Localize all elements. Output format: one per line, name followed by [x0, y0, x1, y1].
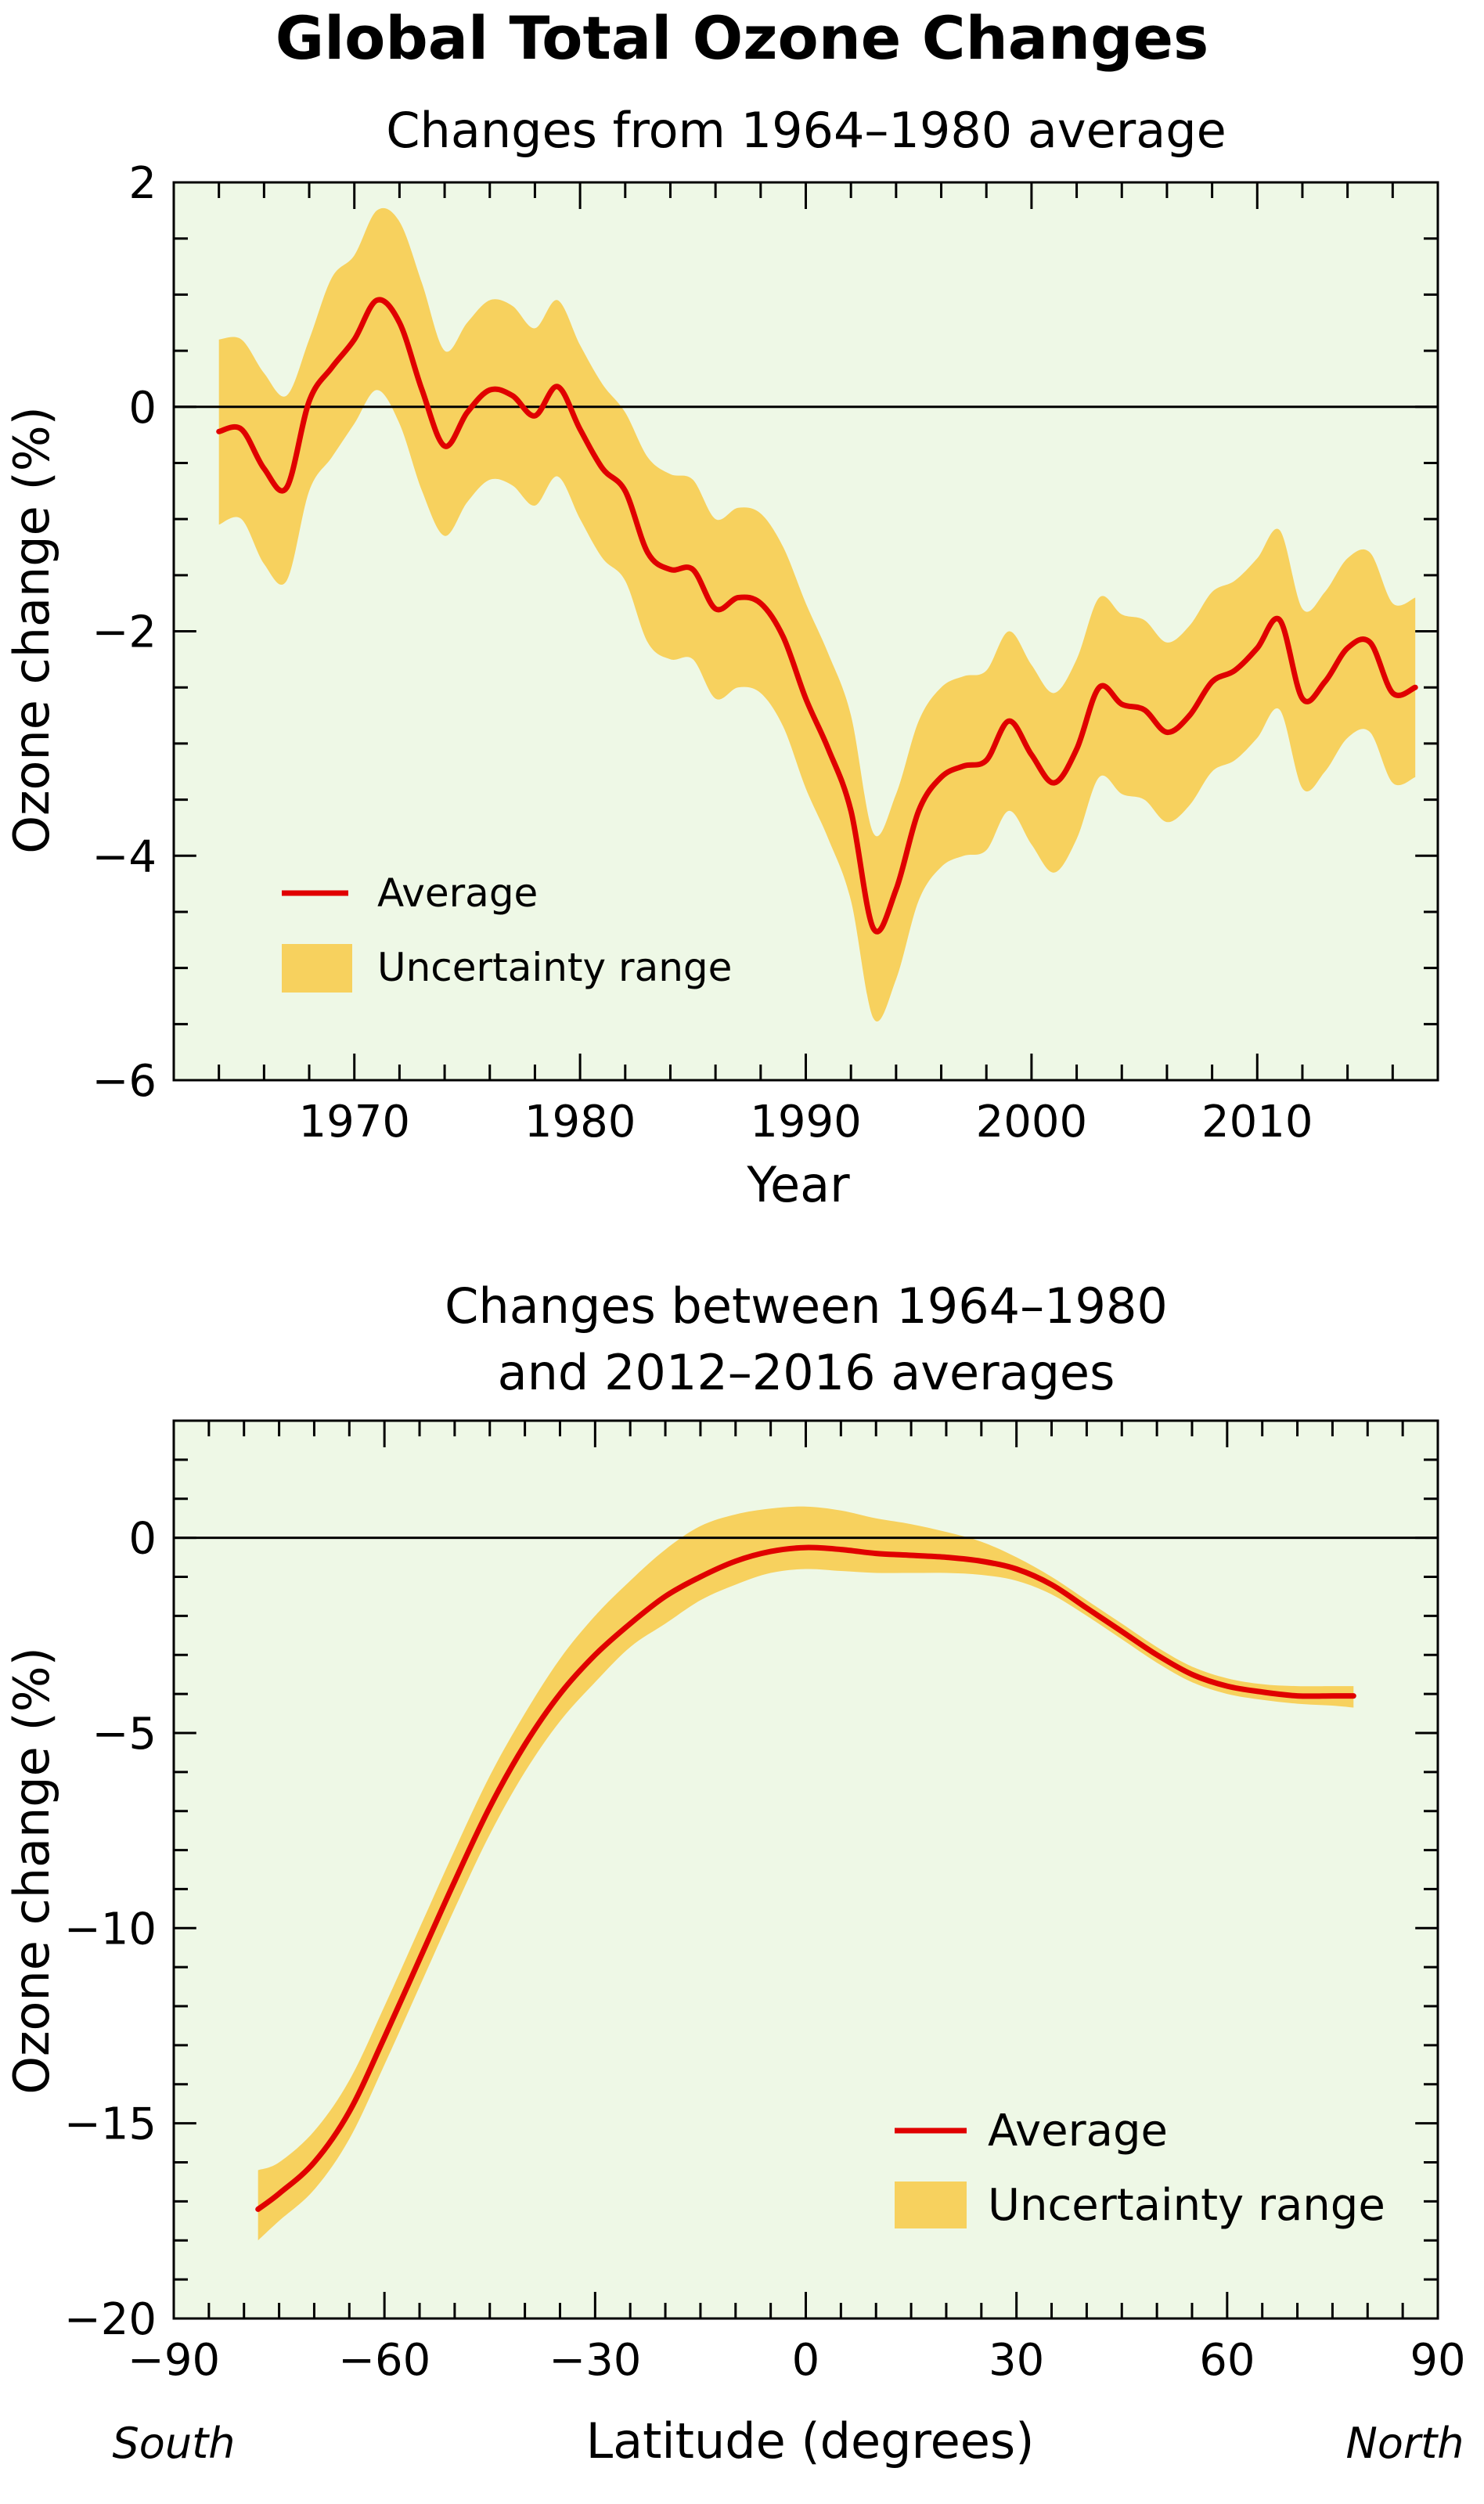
c1-xtick-label: 1990	[750, 1097, 862, 1148]
chart1-legend-average-label: Average	[377, 870, 538, 916]
c2-ytick-label: 0	[128, 1514, 157, 1565]
chart1-average-line	[216, 297, 1418, 935]
chart2-x-tick-labels: −90 −60 −30 0 30 60 90	[128, 2335, 1466, 2386]
c2-ytick-label: −20	[64, 2294, 157, 2345]
chart1-y-tick-labels: −6 −4 −2 0 2	[92, 158, 157, 1107]
c1-xtick-label: 1980	[524, 1097, 636, 1148]
chart1-legend-band-swatch	[282, 944, 352, 993]
chart-time-series: Changes from 1964–1980 average −6−4−202 …	[3, 102, 1439, 1213]
chart1-legend: Average Uncertainty range	[282, 870, 732, 993]
chart2-ticks	[172, 1419, 1439, 2320]
c2-xtick-label: 0	[792, 2335, 820, 2386]
c2-xtick-label: 30	[989, 2335, 1044, 2386]
c1-band-area	[218, 207, 1416, 1021]
chart2-plot-area	[172, 1419, 1439, 2320]
c1-ytick-label: 2	[128, 158, 157, 209]
chart2-legend-average-label: Average	[988, 2106, 1168, 2156]
chart1-x-tick-labels: 1970 1980 1990 2000 2010	[298, 1097, 1313, 1148]
chart-latitude-profile: Changes between 1964–1980 and 2012–2016 …	[3, 1277, 1466, 2470]
c2-average-path	[255, 1544, 1356, 2212]
c1-ytick-label: 0	[128, 383, 157, 434]
c2-xtick-label: 90	[1410, 2335, 1465, 2386]
chart1-uncertainty-band	[218, 207, 1416, 1021]
c1-average-path	[216, 297, 1418, 935]
chart2-subtitle-line2: and 2012–2016 averages	[498, 1344, 1115, 1401]
c2-xtick-label: −30	[549, 2335, 641, 2386]
c2-ytick-label: −10	[64, 1904, 157, 1955]
c2-xtick-label: 60	[1199, 2335, 1255, 2386]
chart2-y-axis-label: Ozone change (%)	[3, 1647, 60, 2095]
chart1-ticks	[172, 181, 1439, 1082]
chart2-y-tick-labels: −20 −15 −10 −5 0	[64, 1514, 157, 2345]
c1-xtick-label: 2010	[1201, 1097, 1313, 1148]
chart2-legend: Average Uncertainty range	[895, 2106, 1385, 2231]
c1-xtick-label: 1970	[298, 1097, 410, 1148]
c2-ytick-label: −5	[92, 1709, 157, 1760]
c1-xtick-label: 2000	[976, 1097, 1088, 1148]
c2-ytick-label: −15	[64, 2099, 157, 2150]
chart1-subtitle: Changes from 1964–1980 average	[386, 102, 1226, 159]
chart2-legend-band-label: Uncertainty range	[988, 2180, 1385, 2231]
c2-xtick-label: −60	[338, 2335, 430, 2386]
c1-ytick-label: −6	[92, 1056, 157, 1107]
chart1-x-axis-label: Year	[746, 1156, 850, 1213]
chart2-subtitle-line1: Changes between 1964–1980	[445, 1277, 1168, 1335]
chart2-legend-band-swatch	[895, 2182, 967, 2228]
chart2-average-line	[255, 1544, 1356, 2212]
c1-ytick-label: −2	[92, 607, 157, 658]
chart1-y-axis-label: Ozone change (%)	[3, 406, 60, 854]
c2-xtick-label: −90	[128, 2335, 220, 2386]
chart2-south-label: South	[113, 2419, 236, 2468]
chart2-x-axis-label: Latitude (degrees)	[586, 2412, 1035, 2470]
chart1-legend-band-label: Uncertainty range	[377, 945, 732, 990]
figure-title: Global Total Ozone Changes	[276, 3, 1209, 73]
c1-ytick-label: −4	[92, 831, 157, 882]
chart2-north-label: North	[1345, 2419, 1464, 2468]
